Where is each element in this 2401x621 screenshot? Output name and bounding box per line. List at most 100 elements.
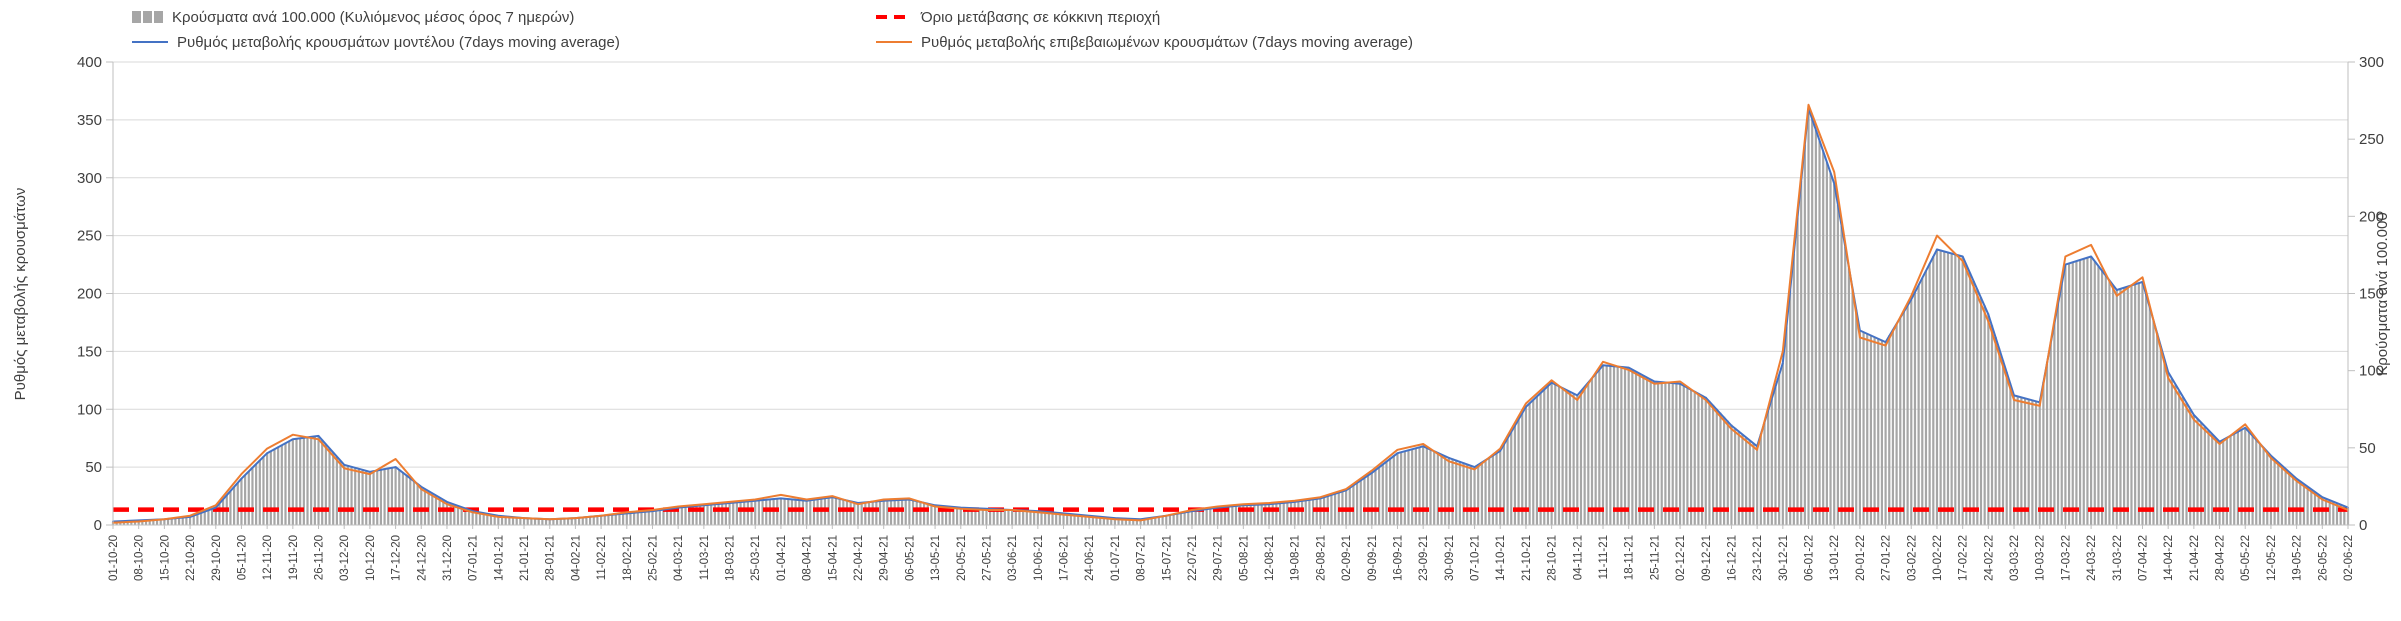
- svg-text:18-02-21: 18-02-21: [622, 535, 634, 581]
- svg-text:22-10-20: 22-10-20: [185, 535, 197, 581]
- svg-text:28-01-21: 28-01-21: [545, 535, 557, 581]
- svg-text:250: 250: [2359, 131, 2384, 148]
- legend-item-red-zone-threshold: Όριο μετάβασης σε κόκκινη περιοχή: [876, 8, 1413, 26]
- svg-text:27-01-22: 27-01-22: [1881, 535, 1893, 581]
- svg-text:14-01-21: 14-01-21: [493, 535, 505, 581]
- svg-text:08-07-21: 08-07-21: [1136, 535, 1148, 581]
- svg-text:26-08-21: 26-08-21: [1315, 535, 1327, 581]
- svg-text:07-10-21: 07-10-21: [1470, 535, 1482, 581]
- svg-text:400: 400: [77, 54, 102, 71]
- svg-text:28-04-22: 28-04-22: [2215, 535, 2227, 581]
- svg-text:09-09-21: 09-09-21: [1367, 535, 1379, 581]
- svg-text:05-05-22: 05-05-22: [2240, 535, 2252, 581]
- svg-text:03-12-20: 03-12-20: [339, 535, 351, 581]
- svg-text:24-02-22: 24-02-22: [1983, 535, 1995, 581]
- svg-text:06-05-21: 06-05-21: [904, 535, 916, 581]
- svg-text:05-08-21: 05-08-21: [1238, 535, 1250, 581]
- svg-text:29-04-21: 29-04-21: [879, 535, 891, 581]
- svg-text:20-01-22: 20-01-22: [1855, 535, 1867, 581]
- svg-text:25-02-21: 25-02-21: [648, 535, 660, 581]
- svg-text:17-02-22: 17-02-22: [1958, 535, 1970, 581]
- svg-text:19-11-20: 19-11-20: [288, 535, 300, 580]
- legend-item-cases-per-100k: Κρούσματα ανά 100.000 (Κυλιόμενος μέσος …: [132, 8, 620, 26]
- svg-text:10-12-20: 10-12-20: [365, 535, 377, 581]
- svg-text:350: 350: [77, 112, 102, 129]
- svg-text:300: 300: [77, 170, 102, 187]
- svg-text:04-02-21: 04-02-21: [570, 535, 582, 581]
- svg-text:02-09-21: 02-09-21: [1341, 535, 1353, 581]
- svg-text:14-04-22: 14-04-22: [2163, 535, 2175, 581]
- svg-text:10-06-21: 10-06-21: [1033, 535, 1045, 581]
- svg-text:29-07-21: 29-07-21: [1213, 535, 1225, 581]
- svg-text:03-02-22: 03-02-22: [1906, 535, 1918, 581]
- svg-text:17-06-21: 17-06-21: [1059, 535, 1071, 581]
- svg-text:11-02-21: 11-02-21: [596, 535, 608, 580]
- svg-text:07-04-22: 07-04-22: [2138, 535, 2150, 581]
- svg-text:25-03-21: 25-03-21: [750, 535, 762, 581]
- legend-column-left: Κρούσματα ανά 100.000 (Κυλιόμενος μέσος …: [132, 8, 620, 51]
- svg-text:200: 200: [2359, 208, 2384, 225]
- svg-text:01-10-20: 01-10-20: [108, 535, 120, 581]
- svg-text:50: 50: [2359, 440, 2376, 457]
- svg-text:31-12-20: 31-12-20: [442, 535, 454, 581]
- svg-text:150: 150: [77, 343, 102, 360]
- svg-text:17-03-22: 17-03-22: [2060, 535, 2072, 581]
- right-axis-ticks: 0 50 100 150 200 250 300: [2348, 54, 2384, 534]
- svg-text:21-10-21: 21-10-21: [1521, 535, 1533, 581]
- left-axis-ticks: 0 50 100 150 200 250 300 350 400: [77, 54, 113, 534]
- svg-text:23-12-21: 23-12-21: [1752, 535, 1764, 581]
- legend-label-model-rate: Ρυθμός μεταβολής κρουσμάτων μοντέλου (7d…: [177, 33, 620, 51]
- svg-text:08-04-21: 08-04-21: [802, 535, 814, 581]
- legend-item-confirmed-rate: Ρυθμός μεταβολής επιβεβαιωμένων κρουσμάτ…: [876, 33, 1413, 51]
- threshold-dash-swatch-icon: [876, 15, 912, 19]
- svg-text:22-04-21: 22-04-21: [853, 535, 865, 581]
- svg-text:18-03-21: 18-03-21: [725, 535, 737, 581]
- svg-text:19-05-22: 19-05-22: [2292, 535, 2304, 581]
- svg-text:13-05-21: 13-05-21: [930, 535, 942, 581]
- svg-text:31-03-22: 31-03-22: [2112, 535, 2124, 581]
- confirmed-rate-line: [112, 103, 2349, 524]
- legend-label-cases-per-100k: Κρούσματα ανά 100.000 (Κυλιόμενος μέσος …: [172, 8, 575, 26]
- confirmed-line-swatch-icon: [876, 41, 912, 43]
- svg-text:04-03-21: 04-03-21: [673, 535, 685, 581]
- svg-text:11-11-21: 11-11-21: [1598, 535, 1610, 579]
- legend-column-right: Όριο μετάβασης σε κόκκινη περιοχή Ρυθμός…: [876, 8, 1413, 51]
- svg-text:02-06-22: 02-06-22: [2343, 535, 2355, 581]
- svg-text:01-07-21: 01-07-21: [1110, 535, 1122, 581]
- svg-text:25-11-21: 25-11-21: [1649, 535, 1661, 580]
- svg-text:23-09-21: 23-09-21: [1418, 535, 1430, 581]
- svg-text:22-07-21: 22-07-21: [1187, 535, 1199, 581]
- svg-text:250: 250: [77, 228, 102, 245]
- svg-text:01-04-21: 01-04-21: [776, 535, 788, 581]
- svg-text:09-12-21: 09-12-21: [1701, 535, 1713, 581]
- svg-text:24-12-20: 24-12-20: [416, 535, 428, 581]
- svg-text:08-10-20: 08-10-20: [134, 535, 146, 581]
- bars-swatch-icon: [132, 11, 163, 23]
- svg-text:12-08-21: 12-08-21: [1264, 535, 1276, 581]
- svg-text:10-02-22: 10-02-22: [1932, 535, 1944, 581]
- svg-text:19-08-21: 19-08-21: [1290, 535, 1302, 581]
- svg-text:14-10-21: 14-10-21: [1495, 535, 1507, 581]
- svg-text:150: 150: [2359, 286, 2384, 303]
- svg-text:07-01-21: 07-01-21: [468, 535, 480, 581]
- legend-item-model-rate: Ρυθμός μεταβολής κρουσμάτων μοντέλου (7d…: [132, 33, 620, 51]
- svg-text:21-01-21: 21-01-21: [519, 535, 531, 581]
- x-axis-labels: 01-10-20 08-10-20 15-10-20 22-10-20 29-10-20…: [108, 525, 2355, 581]
- svg-text:12-11-20: 12-11-20: [262, 535, 274, 580]
- svg-text:02-12-21: 02-12-21: [1675, 535, 1687, 581]
- svg-text:13-01-22: 13-01-22: [1829, 535, 1841, 581]
- svg-text:30-09-21: 30-09-21: [1444, 535, 1456, 581]
- legend-label-red-zone-threshold: Όριο μετάβασης σε κόκκινη περιοχή: [921, 8, 1161, 26]
- model-rate-line: [112, 107, 2349, 523]
- svg-text:15-04-21: 15-04-21: [827, 535, 839, 581]
- svg-text:27-05-21: 27-05-21: [981, 535, 993, 581]
- svg-text:20-05-21: 20-05-21: [956, 535, 968, 581]
- svg-text:06-01-22: 06-01-22: [1804, 535, 1816, 581]
- svg-text:16-09-21: 16-09-21: [1393, 535, 1405, 581]
- svg-text:0: 0: [2359, 517, 2367, 534]
- svg-text:03-06-21: 03-06-21: [1007, 535, 1019, 581]
- svg-text:18-11-21: 18-11-21: [1624, 535, 1636, 580]
- svg-text:26-05-22: 26-05-22: [2317, 535, 2329, 581]
